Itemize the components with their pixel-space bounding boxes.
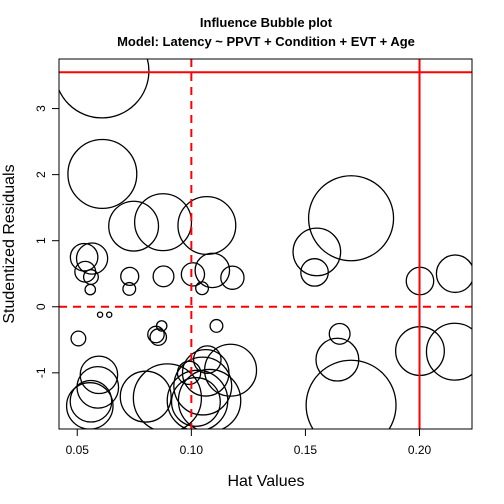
bubble-point (65, 382, 114, 429)
bubble-point (133, 193, 193, 252)
bubble-layer (59, 59, 472, 429)
bubble-point (195, 281, 210, 296)
bubble-point (149, 328, 168, 347)
y-axis-ticks: -1 0 1 2 3 (34, 105, 59, 378)
x-tick-label: 0.05 (66, 443, 90, 457)
bubble-point (176, 360, 202, 386)
bubble-point (328, 322, 351, 345)
bubble-point (305, 359, 397, 429)
bubble-point (166, 369, 229, 429)
bubble-point (75, 242, 109, 275)
x-tick-label: 0.15 (294, 443, 318, 457)
bubble-point (132, 363, 203, 429)
bubble-point (108, 200, 160, 252)
bubble-point (177, 368, 242, 429)
bubble-point (194, 252, 231, 289)
y-tick-label: 0 (34, 303, 48, 310)
bubble-point (170, 376, 221, 427)
bubble-point (425, 322, 472, 381)
bubble-point (173, 356, 233, 416)
plot-frame (58, 58, 473, 430)
bubble-point (84, 283, 97, 296)
bubble-point (292, 227, 342, 277)
bubble-point (120, 266, 140, 287)
bubble-point (119, 370, 172, 423)
bubble-point (177, 195, 237, 256)
chart-title: Influence Bubble plot (200, 15, 333, 30)
bubble-point (96, 311, 104, 318)
bubble-point (122, 281, 137, 296)
bubble-point (315, 337, 360, 382)
x-axis-label: Hat Values (227, 473, 304, 490)
y-tick-label: 3 (34, 105, 48, 112)
bubble-point (152, 265, 175, 288)
bubble-point (220, 265, 245, 290)
x-axis-ticks: 0.05 0.10 0.15 0.20 (66, 429, 432, 457)
bubble-point (147, 325, 165, 344)
bubble-point (105, 311, 113, 318)
y-tick-label: 2 (34, 171, 48, 178)
x-tick-label: 0.10 (180, 443, 204, 457)
bubble-point (67, 138, 138, 210)
bubble-point (79, 355, 119, 395)
x-tick-label: 0.20 (408, 443, 432, 457)
bubble-point (69, 379, 113, 423)
bubble-point (300, 258, 329, 287)
y-tick-label: -1 (34, 367, 48, 378)
bubble-point (209, 318, 224, 333)
y-axis-label: Studentized Residuals (1, 164, 18, 323)
reference-lines (59, 59, 472, 429)
bubble-point (180, 262, 206, 287)
bubble-point (59, 59, 150, 119)
bubble-point (192, 345, 222, 375)
bubble-point (70, 330, 87, 347)
y-tick-label: 1 (34, 237, 48, 244)
bubble-point (69, 242, 99, 272)
bubble-point (82, 269, 99, 286)
bubble-point (76, 365, 120, 409)
chart-subtitle: Model: Latency ~ PPVT + Condition + EVT … (117, 34, 415, 49)
bubble-point (307, 175, 395, 262)
bubble-point (435, 254, 472, 294)
